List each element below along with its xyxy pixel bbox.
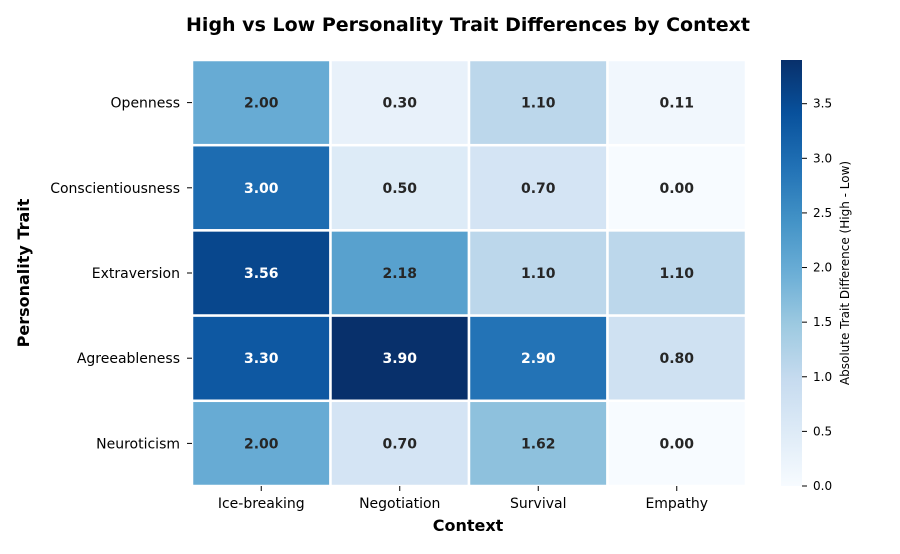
heatmap-cell: [329, 143, 471, 232]
y-axis-label: Personality Trait: [14, 198, 33, 347]
x-axis-label: Context: [433, 516, 504, 535]
y-tick-label: Neuroticism: [96, 436, 180, 452]
y-tick-label: Extraversion: [92, 266, 180, 282]
cell-value-label: 0.00: [659, 181, 694, 197]
colorbar-label: Absolute Trait Difference (High - Low): [838, 161, 852, 385]
heatmap-cell: [606, 143, 748, 232]
y-tick-label: Openness: [111, 96, 180, 112]
cell-value-label: 3.56: [244, 266, 279, 282]
cell-value-label: 0.80: [659, 351, 694, 367]
cell-value-label: 1.62: [521, 436, 556, 452]
cell-value-label: 0.70: [521, 181, 556, 197]
cell-value-label: 0.50: [382, 181, 417, 197]
colorbar-tick-label: 1.0: [813, 370, 832, 384]
x-tick-label: Empathy: [645, 496, 708, 512]
chart-title: High vs Low Personality Trait Difference…: [186, 14, 750, 36]
colorbar-tick-label: 0.0: [813, 479, 832, 493]
heatmap-cell: [329, 399, 471, 488]
colorbar: 0.0 0.5 1.0 1.5 2.0 2.5 3.0 3.5 Absolute Trait …: [781, 60, 852, 493]
heatmap-cell: [329, 58, 471, 147]
heatmap-cell: [329, 229, 471, 317]
cell-value-label: 3.00: [244, 181, 279, 197]
cell-value-label: 1.10: [659, 266, 694, 282]
heatmap-cells: 2.00 0.30 1.10 0.11 3.00 0.50 0.70 0.00 3.56 2.18…: [190, 58, 748, 488]
x-axis: Ice-breaking Negotiation Survival Empathy: [218, 486, 708, 512]
heatmap-cell: [329, 314, 471, 403]
y-tick-label: Conscientiousness: [50, 181, 180, 197]
y-tick-label: Agreeableness: [77, 351, 180, 367]
x-tick-label: Negotiation: [359, 496, 440, 512]
cell-value-label: 1.10: [521, 266, 556, 282]
cell-value-label: 2.00: [244, 96, 279, 112]
x-tick-label: Survival: [510, 496, 566, 512]
x-tick-label: Ice-breaking: [218, 496, 305, 512]
cell-value-label: 0.11: [659, 96, 694, 112]
colorbar-gradient: [781, 60, 802, 486]
cell-value-label: 2.90: [521, 351, 556, 367]
cell-value-label: 0.70: [382, 436, 417, 452]
cell-value-label: 0.30: [382, 96, 417, 112]
cell-value-label: 3.30: [244, 351, 279, 367]
cell-value-label: 1.10: [521, 96, 556, 112]
heatmap-cell: [467, 399, 609, 488]
colorbar-tick-label: 1.5: [813, 315, 832, 329]
cell-value-label: 2.18: [382, 266, 417, 282]
colorbar-tick-label: 2.5: [813, 206, 832, 220]
colorbar-tick-label: 2.0: [813, 261, 832, 275]
cell-value-label: 2.00: [244, 436, 279, 452]
y-axis: Openness Conscientiousness Extraversion Agr…: [50, 96, 192, 452]
colorbar-tick-label: 3.5: [813, 97, 832, 111]
heatmap-cell: [606, 229, 748, 317]
colorbar-tick-label: 3.0: [813, 151, 832, 165]
heatmap-cell: [606, 314, 748, 403]
cell-value-label: 0.00: [659, 436, 694, 452]
heatmap-cell: [606, 58, 748, 147]
colorbar-ticks: 0.0 0.5 1.0 1.5 2.0 2.5 3.0 3.5: [802, 97, 832, 493]
colorbar-tick-label: 0.5: [813, 424, 832, 438]
heatmap-cell: [606, 399, 748, 488]
cell-value-label: 3.90: [382, 351, 417, 367]
